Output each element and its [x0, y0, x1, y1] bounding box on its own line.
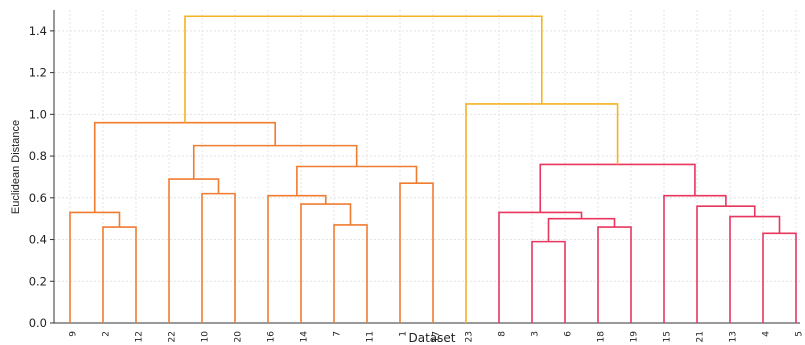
- dendrogram-link: [192, 144, 358, 180]
- x-tick-label: 2: [102, 331, 112, 337]
- dendrogram-link: [267, 194, 327, 323]
- dendrogram-link: [498, 211, 583, 323]
- x-tick-label: 9: [69, 331, 79, 337]
- x-tick-label: 18: [597, 331, 607, 343]
- x-tick-label: 11: [366, 331, 376, 342]
- dendrogram-link: [762, 232, 797, 323]
- y-tick-labels: 0.0 0.2 0.4 0.6 0.8 1.0 1.2 1.4: [29, 24, 47, 330]
- x-tick-label: 8: [498, 331, 508, 337]
- x-tick-label: 23: [465, 331, 475, 342]
- x-tick-labels: 9 2 12 22 10 20 16 14 7 11 1 17 23 8 3 6 18 19 15 21 13 4 5: [69, 331, 805, 343]
- x-tick-label: 19: [630, 331, 640, 343]
- x-tick-label: 1: [399, 331, 409, 337]
- y-tick-label: 1.0: [29, 107, 47, 121]
- dendrogram-link: [168, 178, 220, 323]
- x-tick-label: 21: [696, 331, 706, 342]
- y-tick-label: 0.8: [29, 149, 47, 163]
- y-axis-title: Euclidean Distance: [10, 120, 22, 214]
- dendrogram-link: [696, 205, 756, 323]
- dendrogram-link: [300, 203, 352, 323]
- grid-lines: [54, 10, 800, 324]
- y-tick-label: 0.0: [29, 316, 47, 330]
- dendrogram-link: [547, 217, 616, 242]
- y-tick-label: 0.4: [29, 233, 47, 247]
- x-axis-title: Dataset: [409, 331, 456, 345]
- x-tick-label: 10: [201, 331, 211, 343]
- x-tick-label: 20: [234, 331, 244, 343]
- dendrogram-link: [93, 121, 277, 213]
- x-tick-label: 16: [267, 331, 277, 343]
- x-tick-label: 12: [135, 331, 145, 342]
- x-tick-label: 7: [333, 331, 343, 337]
- axes: [50, 10, 800, 324]
- dendrogram-link: [531, 240, 566, 323]
- y-tick-label: 1.4: [29, 24, 47, 38]
- x-tick-label: 3: [531, 331, 541, 337]
- dendrogram-link: [201, 192, 236, 323]
- dendrogram-link: [102, 226, 137, 323]
- dendrogram-link: [465, 103, 619, 323]
- x-tick-label: 5: [795, 331, 805, 337]
- x-tick-label: 15: [663, 331, 673, 342]
- x-tick-label: 14: [300, 331, 310, 343]
- y-tick-label: 1.2: [29, 66, 47, 80]
- dendrogram-link: [184, 15, 543, 123]
- dendrogram-link: [539, 163, 696, 213]
- dendrogram-links: [69, 15, 797, 323]
- x-tick-label: 13: [729, 331, 739, 342]
- dendrogram-link: [399, 182, 434, 323]
- x-tick-label: 4: [762, 331, 772, 337]
- dendrogram-link: [333, 224, 368, 323]
- dendrogram-link: [296, 165, 418, 196]
- y-tick-label: 0.6: [29, 191, 47, 205]
- dendrogram-link: [69, 211, 121, 323]
- dendrogram-link: [597, 226, 632, 323]
- x-tick-label: 6: [564, 331, 574, 337]
- x-tick-label: 17: [432, 331, 442, 342]
- x-tick-label: 22: [168, 331, 178, 342]
- y-tick-label: 0.2: [29, 274, 47, 288]
- dendrogram-link: [663, 194, 727, 323]
